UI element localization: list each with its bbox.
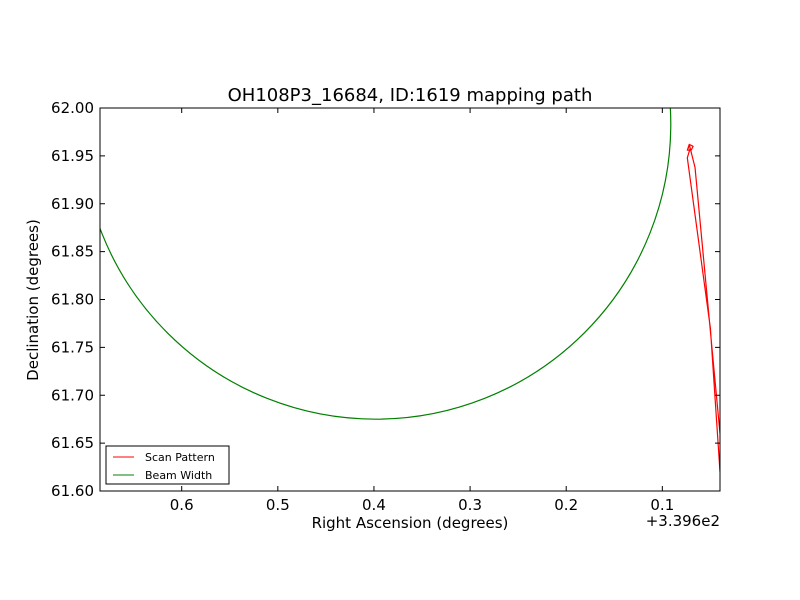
data-layer xyxy=(100,108,720,472)
y-tick-label: 61.65 xyxy=(51,434,94,452)
x-axis-label: Right Ascension (degrees) xyxy=(312,514,509,532)
plot-area xyxy=(100,108,720,491)
scan-pattern-line xyxy=(686,143,720,472)
y-tick-label: 61.90 xyxy=(51,195,94,213)
y-tick-label: 61.75 xyxy=(51,338,94,356)
legend-label-scan-pattern: Scan Pattern xyxy=(145,451,215,464)
plot-frame xyxy=(99,107,721,492)
y-tick-label: 61.95 xyxy=(51,147,94,165)
legend-label-beam-width: Beam Width xyxy=(145,469,212,482)
y-axis-label: Declination (degrees) xyxy=(24,219,42,381)
x-tick-label: 0.4 xyxy=(362,496,386,514)
x-tick-label: 0.2 xyxy=(554,496,578,514)
x-tick-label: 0.3 xyxy=(458,496,482,514)
x-tick-label: 0.1 xyxy=(650,496,674,514)
beam-width-circle xyxy=(100,108,672,420)
x-tick-label: 0.6 xyxy=(170,496,194,514)
y-tick-label: 61.80 xyxy=(51,291,94,309)
x-offset-label: +3.396e2 xyxy=(646,512,720,530)
chart-title: OH108P3_16684, ID:1619 mapping path xyxy=(228,85,593,106)
legend: Scan Pattern Beam Width xyxy=(105,445,230,485)
y-tick-label: 61.85 xyxy=(51,243,94,261)
y-tick-label: 61.60 xyxy=(51,482,94,500)
x-tick-label: 0.5 xyxy=(266,496,290,514)
y-tick-label: 62.00 xyxy=(51,99,94,117)
legend-box xyxy=(105,445,230,485)
y-tick-label: 61.70 xyxy=(51,386,94,404)
ticks: 0.6 0.5 0.4 0.3 0.2 0.1 61.60 61.65 61.70 61.75 61… xyxy=(51,99,720,514)
